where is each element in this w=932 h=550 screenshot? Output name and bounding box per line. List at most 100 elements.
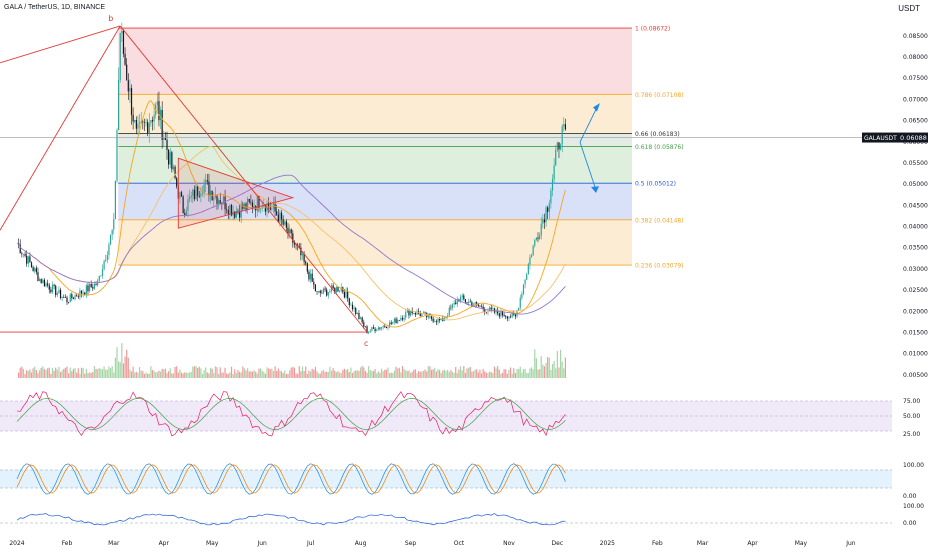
volume-bar bbox=[411, 371, 413, 378]
volume-bar bbox=[271, 368, 273, 378]
volume-bar bbox=[188, 372, 191, 378]
volume-bar bbox=[100, 368, 102, 378]
volume-bar bbox=[226, 373, 228, 378]
stoch-d-line bbox=[16, 464, 566, 494]
volume-bar bbox=[359, 367, 362, 378]
volume-bar bbox=[261, 370, 263, 378]
volume-bar bbox=[18, 372, 20, 378]
moving-averages bbox=[16, 100, 566, 328]
candle-body bbox=[258, 195, 260, 210]
volume-bar bbox=[177, 372, 179, 378]
volume-bar bbox=[453, 372, 455, 378]
volume-bar bbox=[563, 368, 565, 378]
candle-body bbox=[393, 318, 396, 323]
volume-bar bbox=[130, 371, 133, 378]
candle-body bbox=[439, 318, 441, 321]
candle-body bbox=[288, 229, 291, 234]
volume-bar bbox=[66, 366, 68, 378]
volume-bar bbox=[406, 371, 408, 378]
volume-bar bbox=[190, 371, 192, 378]
candle-body bbox=[47, 283, 49, 286]
candle-body bbox=[508, 316, 510, 319]
projection-up bbox=[579, 105, 599, 143]
candle-body bbox=[114, 180, 116, 220]
volume-bar bbox=[134, 372, 136, 378]
candle-body bbox=[461, 295, 463, 297]
candle-body bbox=[290, 229, 292, 234]
candle-body bbox=[111, 229, 113, 235]
volume-bar bbox=[300, 371, 302, 378]
candle-body bbox=[518, 307, 520, 311]
volume-bar bbox=[119, 362, 121, 378]
candle-body bbox=[93, 284, 96, 289]
candle-body bbox=[56, 293, 58, 296]
volume-bar bbox=[506, 373, 508, 378]
volume-bar bbox=[382, 371, 384, 378]
candle-body bbox=[553, 165, 555, 180]
candle-body bbox=[456, 299, 458, 305]
volume-bar bbox=[293, 367, 296, 378]
candle-body bbox=[321, 293, 323, 294]
candle-body bbox=[550, 190, 552, 204]
candle-body bbox=[90, 284, 92, 288]
candle-body bbox=[40, 279, 42, 284]
price-tick: 0.07000 bbox=[903, 96, 928, 103]
volume-bar bbox=[93, 366, 96, 378]
volume-bar bbox=[427, 366, 429, 378]
candle-body bbox=[245, 203, 247, 210]
arrow-head-up bbox=[593, 103, 600, 112]
rsi-signal-line bbox=[16, 398, 566, 430]
volume-bar bbox=[421, 371, 423, 378]
volume-bar bbox=[59, 372, 62, 378]
volume-bar bbox=[392, 373, 394, 378]
rsi-tick: 50.00 bbox=[903, 413, 920, 420]
volume-bar bbox=[379, 372, 381, 378]
candle-body bbox=[463, 295, 465, 300]
candle-body bbox=[101, 269, 104, 276]
volume-bar bbox=[171, 373, 173, 378]
candle-body bbox=[453, 302, 455, 305]
time-tick: Mar bbox=[108, 540, 120, 547]
volume-bar bbox=[148, 373, 150, 378]
candle-body bbox=[484, 309, 486, 313]
volume-bar bbox=[61, 370, 63, 378]
last-price-tag bbox=[898, 132, 928, 143]
candle-body bbox=[130, 88, 133, 115]
candle-body bbox=[563, 124, 565, 127]
volume-bar bbox=[274, 366, 276, 378]
volume-bar bbox=[301, 366, 304, 378]
volume-bar bbox=[522, 369, 525, 378]
candle-body bbox=[485, 312, 487, 313]
candle-body bbox=[21, 253, 23, 255]
quote-currency[interactable]: USDT bbox=[898, 4, 920, 13]
candle-body bbox=[66, 297, 68, 303]
volume-bar bbox=[280, 371, 283, 378]
time-tick: Jun bbox=[845, 540, 856, 547]
volume-bar bbox=[542, 364, 544, 378]
volume-bar bbox=[532, 369, 534, 378]
volume-bar bbox=[263, 371, 265, 378]
volume-bar bbox=[143, 373, 146, 378]
candle-body bbox=[209, 190, 212, 196]
candle-body bbox=[259, 208, 262, 210]
volume-bar bbox=[32, 368, 34, 378]
candle-body bbox=[448, 307, 450, 316]
candle-body bbox=[316, 291, 318, 292]
candle-body bbox=[347, 291, 349, 299]
volume-bar bbox=[258, 368, 260, 378]
volume-bar bbox=[84, 373, 86, 378]
candle-body bbox=[247, 198, 249, 210]
candle-body bbox=[19, 244, 21, 254]
candle-body bbox=[406, 310, 408, 313]
candle-body bbox=[222, 196, 225, 204]
candle-body bbox=[564, 124, 567, 130]
symbol-tag-label: GALAUSDT bbox=[864, 135, 897, 142]
candle-body bbox=[147, 122, 149, 133]
candle-body bbox=[38, 279, 41, 282]
candle-body bbox=[389, 322, 391, 328]
candle-body bbox=[276, 211, 278, 215]
volume-bar bbox=[69, 367, 71, 378]
volume-bar bbox=[153, 371, 155, 378]
volume-bar bbox=[405, 370, 407, 378]
